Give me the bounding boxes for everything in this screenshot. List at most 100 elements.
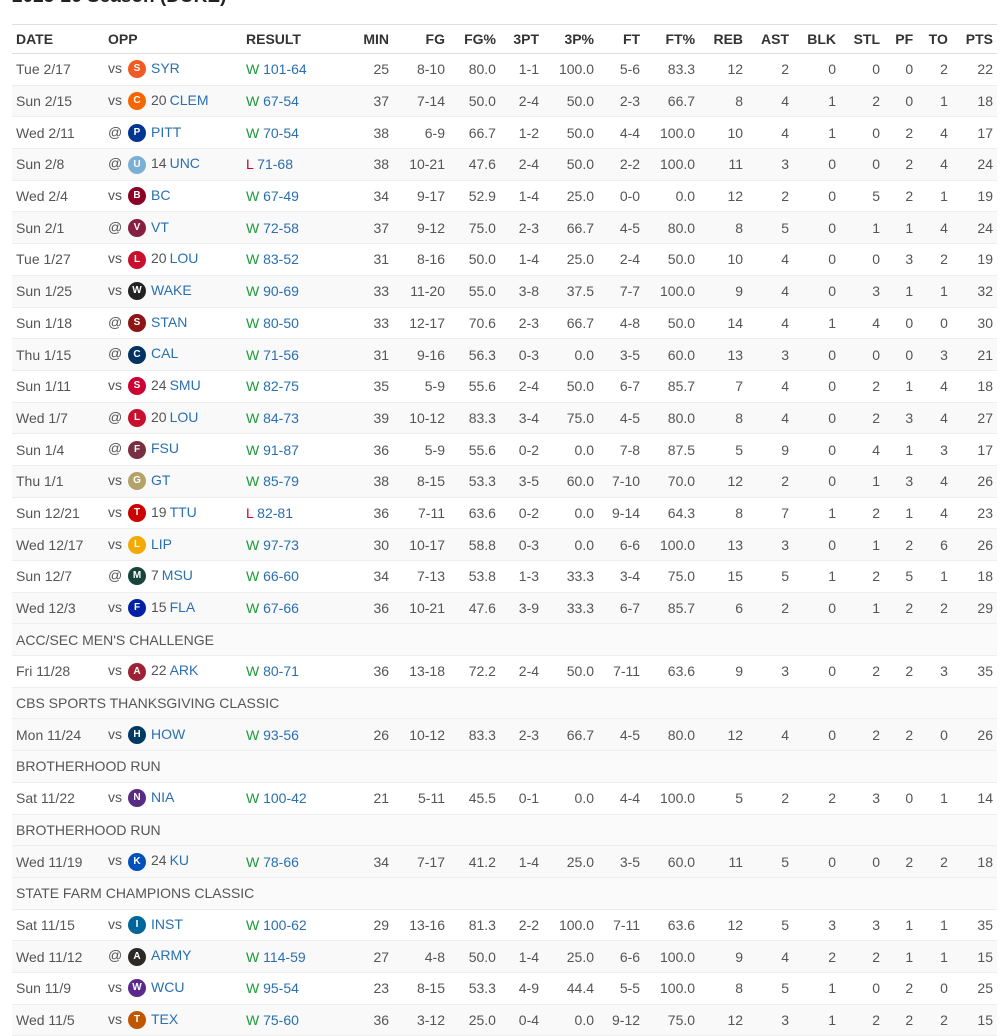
opponent-link[interactable]: FLA bbox=[169, 598, 196, 615]
home-away: vs bbox=[108, 915, 122, 932]
opponent-link[interactable]: UNC bbox=[169, 155, 200, 172]
score-link[interactable]: 100-62 bbox=[263, 916, 307, 933]
score-link[interactable]: 71-68 bbox=[257, 156, 293, 173]
opponent-link[interactable]: KU bbox=[169, 852, 190, 869]
score-link[interactable]: 93-56 bbox=[263, 726, 299, 743]
stat-3pt: 2-3 bbox=[499, 211, 544, 245]
score-link[interactable]: 75-60 bbox=[263, 1011, 299, 1028]
event-note-row: ACC/SEC Men's Challenge bbox=[12, 623, 997, 657]
opponent-link[interactable]: LOU bbox=[169, 250, 199, 267]
opponent-cell: vs I INST bbox=[104, 909, 242, 942]
result-cell: W 90-69 bbox=[242, 275, 350, 308]
opponent-cell: vs T TEX bbox=[104, 1004, 242, 1036]
opponent-link[interactable]: GT bbox=[151, 472, 171, 489]
opponent-link[interactable]: HOW bbox=[151, 725, 186, 742]
opponent-link[interactable]: WAKE bbox=[151, 282, 192, 298]
opponent-link[interactable]: LIP bbox=[151, 535, 173, 552]
stat-min: 34 bbox=[350, 845, 394, 878]
column-header: REB bbox=[699, 24, 748, 54]
score-link[interactable]: 71-56 bbox=[263, 346, 299, 363]
stat-pts: 25 bbox=[951, 972, 997, 1005]
score-link[interactable]: 70-54 bbox=[263, 124, 299, 141]
stat-blk: 0 bbox=[793, 465, 841, 498]
opponent-link[interactable]: MSU bbox=[161, 567, 193, 584]
stat-min: 33 bbox=[350, 307, 394, 340]
opponent-link[interactable]: INST bbox=[151, 915, 183, 932]
stat-blk: 0 bbox=[793, 148, 841, 181]
stat-ft: 7-7 bbox=[598, 275, 645, 308]
score-link[interactable]: 66-60 bbox=[263, 568, 299, 585]
opponent-link[interactable]: LOU bbox=[169, 408, 199, 425]
stat-pts: 18 bbox=[951, 85, 997, 118]
stat-fg: 8-16 bbox=[393, 243, 449, 276]
opponent-link[interactable]: VT bbox=[151, 218, 169, 235]
opponent-link[interactable]: SMU bbox=[169, 377, 201, 394]
opponent-link[interactable]: STAN bbox=[151, 313, 188, 330]
stat-fg: 12-17 bbox=[393, 307, 449, 340]
column-header: FT% bbox=[644, 24, 700, 54]
opponent-link[interactable]: NIA bbox=[151, 789, 175, 805]
stat-fg-pct: 58.8 bbox=[449, 528, 500, 561]
stat-3p-pct: 100.0 bbox=[543, 53, 599, 86]
score-link[interactable]: 82-81 bbox=[257, 504, 293, 521]
opponent-link[interactable]: TTU bbox=[169, 503, 197, 520]
opponent-link[interactable]: ARMY bbox=[151, 947, 192, 964]
score-link[interactable]: 91-87 bbox=[263, 441, 299, 458]
stat-reb: 8 bbox=[699, 497, 748, 530]
score-link[interactable]: 78-66 bbox=[263, 853, 299, 870]
stat-ast: 3 bbox=[747, 1004, 794, 1036]
opponent-link[interactable]: CAL bbox=[151, 345, 179, 362]
stat-ft: 6-7 bbox=[598, 592, 645, 625]
stat-ft-pct: 87.5 bbox=[644, 433, 700, 466]
score-link[interactable]: 67-49 bbox=[263, 188, 299, 205]
stat-ft: 3-5 bbox=[598, 845, 645, 878]
score-link[interactable]: 72-58 bbox=[263, 219, 299, 236]
opponent-link[interactable]: SYR bbox=[151, 60, 180, 77]
stat-fg-pct: 55.6 bbox=[449, 433, 500, 466]
score-link[interactable]: 80-50 bbox=[263, 314, 299, 331]
result-cell: W 84-73 bbox=[242, 402, 350, 435]
home-away: @ bbox=[108, 218, 123, 235]
stat-reb: 9 bbox=[699, 655, 748, 688]
score-link[interactable]: 95-54 bbox=[263, 980, 299, 997]
score-link[interactable]: 67-66 bbox=[263, 600, 299, 617]
score-link[interactable]: 80-71 bbox=[263, 663, 299, 680]
stat-fg: 10-17 bbox=[393, 528, 449, 561]
stat-fg: 8-15 bbox=[393, 465, 449, 498]
score-link[interactable]: 82-75 bbox=[263, 378, 299, 395]
opponent-link[interactable]: FSU bbox=[151, 440, 179, 457]
win-loss: W bbox=[246, 600, 260, 617]
score-link[interactable]: 90-69 bbox=[263, 283, 299, 300]
home-away: vs bbox=[108, 60, 122, 77]
score-link[interactable]: 84-73 bbox=[263, 409, 299, 426]
stat-min: 21 bbox=[350, 782, 394, 815]
opponent-link[interactable]: ARK bbox=[169, 662, 199, 679]
opponent-link[interactable]: BC bbox=[151, 186, 171, 203]
opponent-cell: vs T 19 TTU bbox=[104, 497, 242, 530]
stat-stl: 4 bbox=[840, 433, 885, 466]
stat-stl: 2 bbox=[840, 402, 885, 435]
event-note: State Farm Champions Classic bbox=[12, 877, 997, 910]
game-row: Sat 11/15 vs I INST W 100-62 29 13-16 81.3 2-2… bbox=[12, 909, 997, 942]
stat-pf: 2 bbox=[884, 845, 918, 878]
stat-fg: 7-14 bbox=[393, 85, 449, 118]
stat-min: 30 bbox=[350, 528, 394, 561]
opponent-link[interactable]: CLEM bbox=[169, 91, 209, 108]
stat-stl: 1 bbox=[840, 211, 885, 245]
stat-ast: 4 bbox=[747, 275, 794, 308]
score-link[interactable]: 101-64 bbox=[263, 61, 307, 78]
stat-3p-pct: 44.4 bbox=[543, 972, 599, 1005]
stat-reb: 12 bbox=[699, 180, 748, 213]
opponent-link[interactable]: WCU bbox=[151, 979, 185, 996]
score-link[interactable]: 100-42 bbox=[263, 790, 307, 807]
opponent-link[interactable]: PITT bbox=[151, 123, 182, 140]
score-link[interactable]: 97-73 bbox=[263, 536, 299, 553]
stat-stl: 3 bbox=[840, 275, 885, 308]
stat-pts: 14 bbox=[951, 782, 997, 815]
score-link[interactable]: 114-59 bbox=[263, 948, 306, 965]
score-link[interactable]: 83-52 bbox=[263, 251, 299, 268]
score-link[interactable]: 85-79 bbox=[263, 473, 299, 490]
opponent-link[interactable]: TEX bbox=[151, 1010, 179, 1027]
stat-reb: 12 bbox=[699, 1004, 748, 1036]
score-link[interactable]: 67-54 bbox=[263, 93, 299, 110]
